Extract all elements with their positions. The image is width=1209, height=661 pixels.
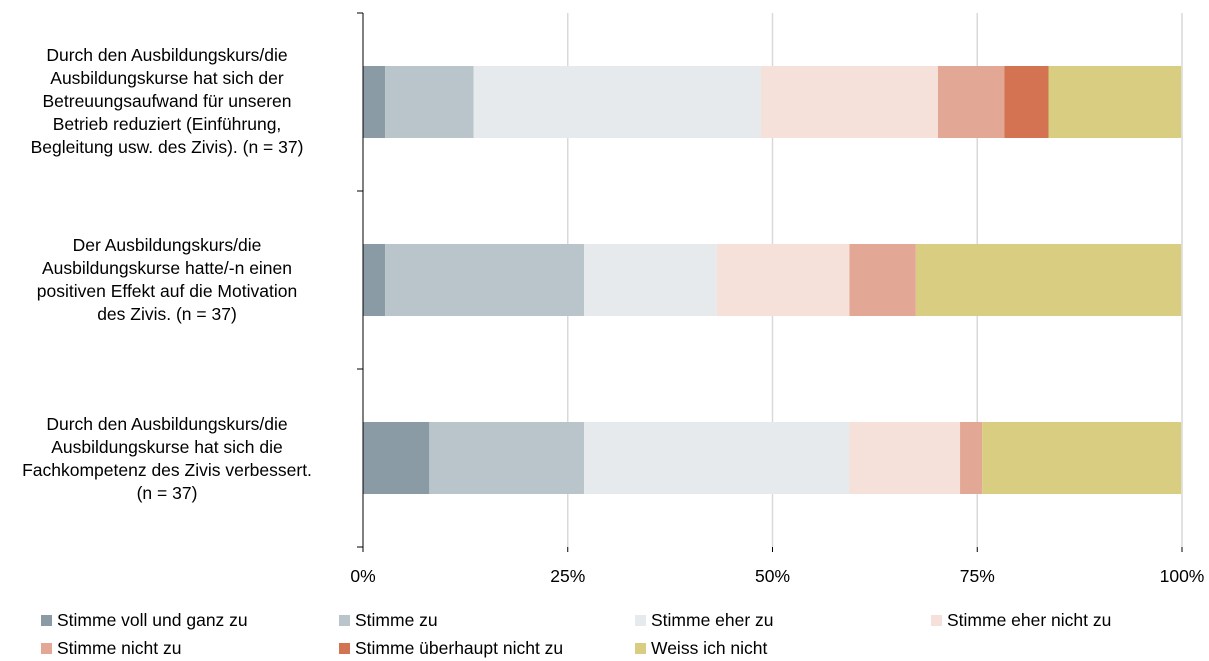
bar-segment — [584, 244, 717, 316]
legend-label: Weiss ich nicht — [651, 638, 768, 658]
bar-segment — [1004, 66, 1049, 138]
bar-segment — [960, 422, 983, 494]
bar-segment — [363, 422, 430, 494]
bar-segment — [429, 422, 585, 494]
legend-label: Stimme überhaupt nicht zu — [355, 638, 564, 658]
x-tick-label: 0% — [350, 566, 375, 586]
category-label-2: Durch den Ausbildungskurs/die Ausbildung… — [22, 414, 312, 503]
x-tick-label: 75% — [960, 566, 995, 586]
category-label-0: Durch den Ausbildungskurs/die Ausbildung… — [30, 45, 304, 157]
legend-item-stimme-eher-nicht-zu: Stimme eher nicht zu — [931, 610, 1111, 631]
legend-swatch — [339, 643, 350, 654]
legend-label: Stimme eher zu — [651, 610, 774, 630]
legend-label: Stimme nicht zu — [57, 638, 182, 658]
bar-segment — [915, 244, 1182, 316]
bar-segment — [716, 244, 850, 316]
bar-segment — [584, 422, 850, 494]
legend-swatch — [931, 615, 942, 626]
bar-segment — [385, 244, 585, 316]
legend-label: Stimme eher nicht zu — [947, 610, 1112, 630]
category-label-1: Der Ausbildungskurs/die Ausbildungskurse… — [36, 235, 298, 324]
x-tick-label: 50% — [755, 566, 790, 586]
legend-swatch — [41, 615, 52, 626]
legend-item-stimme-nicht-zu: Stimme nicht zu — [41, 638, 181, 659]
legend-swatch — [41, 643, 52, 654]
legend-item-weiss-ich-nicht: Weiss ich nicht — [635, 638, 767, 659]
x-tick-label: 100% — [1160, 566, 1205, 586]
legend-item-stimme-eher-zu: Stimme eher zu — [635, 610, 774, 631]
legend-label: Stimme zu — [355, 610, 438, 630]
bar-segment — [849, 244, 916, 316]
bar-segment — [473, 66, 762, 138]
x-tick-label: 25% — [550, 566, 585, 586]
legend-item-stimme-ueberhaupt-nicht-zu: Stimme überhaupt nicht zu — [339, 638, 563, 659]
bar-segment — [363, 66, 386, 138]
bar-segment — [1048, 66, 1182, 138]
legend-item-stimme-zu: Stimme zu — [339, 610, 438, 631]
legend-swatch — [635, 615, 646, 626]
legend-item-stimme-voll-und-ganz-zu: Stimme voll und ganz zu — [41, 610, 248, 631]
legend-swatch — [635, 643, 646, 654]
bar-segment — [982, 422, 1182, 494]
bar-segment — [385, 66, 474, 138]
bar-segment — [937, 66, 1005, 138]
legend-label: Stimme voll und ganz zu — [57, 610, 248, 630]
bar-segment — [363, 244, 386, 316]
bar-segment — [761, 66, 938, 138]
legend-swatch — [339, 615, 350, 626]
bar-segment — [849, 422, 961, 494]
